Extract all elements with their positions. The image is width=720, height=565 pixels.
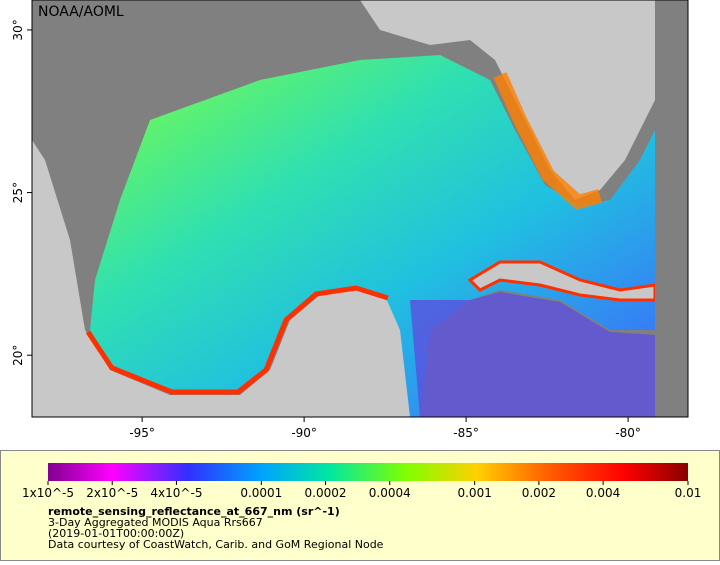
colorbar-label: 0.002 <box>522 486 556 500</box>
product: 3-Day Aggregated MODIS Aqua Rrs667 <box>48 516 263 529</box>
time: (2019-01-01T00:00:00Z) <box>48 527 184 540</box>
y-tick-label: 25° <box>11 182 25 203</box>
variable: remote_sensing_reflectance_at_667_nm (sr… <box>48 505 340 518</box>
colorbar <box>48 463 688 481</box>
coastal-high <box>85 285 389 395</box>
map: NOAA/AOML <box>31 0 689 418</box>
no-data-strip <box>655 0 688 417</box>
x-tick-label: -85° <box>453 426 479 440</box>
colorbar-label: 0.0002 <box>305 486 347 500</box>
colorbar-label: 0.01 <box>675 486 702 500</box>
x-tick-label: -95° <box>129 426 155 440</box>
source: Data courtesy of CoastWatch, Carib. and … <box>48 538 384 551</box>
caribbean-field <box>410 292 655 417</box>
credit: NOAA/AOML <box>38 4 124 20</box>
colorbar-label: 0.001 <box>457 486 491 500</box>
y-tick-label: 30° <box>11 19 25 40</box>
colorbar-label: 0.0001 <box>240 486 282 500</box>
map-frame <box>31 0 689 418</box>
x-tick-label: -90° <box>291 426 317 440</box>
y-tick-label: 20° <box>11 345 25 366</box>
reflectance-field <box>90 55 655 417</box>
colorbar-label: 1x10^-5 <box>22 486 74 500</box>
x-tick-label: -80° <box>615 426 641 440</box>
colorbar-label: 4x10^-5 <box>150 486 202 500</box>
coastal-high <box>493 72 602 210</box>
colorbar-label: 0.0004 <box>369 486 411 500</box>
colorbar-label: 0.004 <box>586 486 620 500</box>
colorbar-label: 2x10^-5 <box>86 486 138 500</box>
